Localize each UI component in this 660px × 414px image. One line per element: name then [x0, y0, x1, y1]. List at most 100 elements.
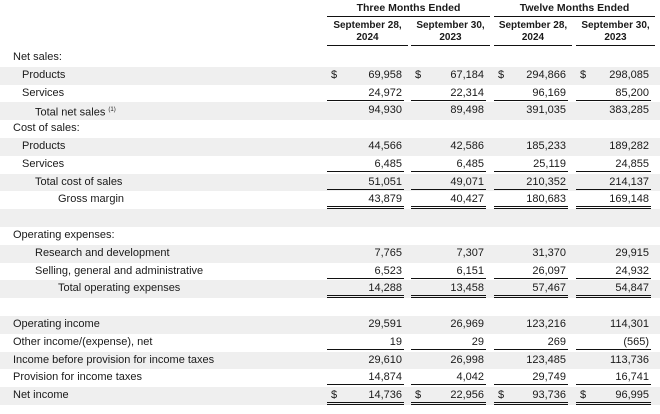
- table-row: Total cost of sales 51,051 49,071 210,352 21…: [0, 173, 660, 192]
- value: 31,370: [532, 246, 566, 259]
- value-cell: $14,736: [327, 387, 404, 406]
- row-label: Net income: [13, 387, 69, 405]
- currency-symbol: $: [498, 68, 505, 81]
- value-cell: 96,169: [494, 85, 568, 101]
- value: 67,184: [450, 68, 484, 81]
- value: 42,586: [450, 140, 484, 152]
- column-header-line1: September 28,: [498, 20, 568, 31]
- value: 113,736: [610, 353, 649, 366]
- value-cell: 51,051: [327, 174, 404, 190]
- row-label: Research and development: [35, 245, 170, 263]
- table-row: Selling, general and administrative 6,523…: [0, 263, 660, 281]
- value: 169,148: [609, 193, 649, 206]
- row-label-text: Total cost of sales: [35, 175, 123, 188]
- column-header-line2: 2023: [439, 32, 462, 43]
- value: 14,736: [368, 389, 402, 402]
- table-row: Provision for income taxes 14,874 4,042 29,…: [0, 369, 660, 387]
- value-cell: 24,855: [576, 156, 651, 172]
- value: 189,282: [609, 140, 649, 152]
- column-header: September 28, 2024: [327, 20, 408, 46]
- value-cell: 29,915: [576, 245, 651, 260]
- value-cell: $67,184: [411, 67, 486, 82]
- value: 22,956: [450, 389, 484, 402]
- value-cell: 210,352: [494, 174, 568, 190]
- value: (565): [623, 335, 649, 348]
- row-label-text: Total operating expenses: [58, 282, 181, 295]
- value-cell: 49,071: [411, 174, 486, 190]
- row-label: Gross margin: [58, 191, 124, 209]
- currency-symbol: $: [498, 389, 505, 402]
- value-cell: 24,932: [576, 263, 651, 279]
- value-cell: 123,485: [494, 352, 568, 367]
- value: 294,866: [526, 68, 566, 81]
- value: 13,458: [450, 282, 484, 295]
- value: 123,485: [526, 353, 566, 366]
- column-header-line2: 2024: [521, 32, 545, 43]
- column-header: September 28, 2024: [494, 20, 572, 46]
- row-label: Operating income: [13, 316, 100, 334]
- table-row: Total operating expenses 14,288 13,458 57,4…: [0, 280, 660, 299]
- row-label-text: Net sales:: [13, 51, 62, 63]
- table-row: Services 6,485 6,485 25,119 24,855: [0, 156, 660, 174]
- value: 89,498: [450, 104, 484, 117]
- value: 24,855: [615, 157, 649, 170]
- group-header-twelve-months: Twelve Months Ended: [494, 2, 655, 17]
- value: 6,523: [374, 264, 402, 277]
- column-header-line1: September 30,: [416, 20, 485, 31]
- value: 6,485: [456, 157, 484, 170]
- table-row: Products $69,958 $67,184 $294,866 $298,085: [0, 66, 660, 85]
- value: 25,119: [533, 157, 566, 170]
- row-label-text: Gross margin: [58, 193, 125, 206]
- currency-symbol: $: [331, 68, 338, 81]
- value: 14,288: [368, 282, 402, 295]
- value: 49,071: [450, 175, 484, 188]
- column-header: September 30, 2023: [411, 20, 490, 46]
- value-cell: 22,314: [411, 85, 486, 101]
- value: 16,741: [615, 371, 649, 384]
- value-cell: $298,085: [576, 67, 651, 82]
- row-label: Cost of sales:: [13, 120, 80, 138]
- value: 26,969: [450, 318, 484, 330]
- value-cell: 85,200: [576, 85, 651, 101]
- value: 29,591: [368, 318, 402, 330]
- value-cell: $93,736: [494, 387, 568, 406]
- value-cell: 19: [327, 334, 404, 350]
- row-label: Products: [22, 67, 65, 85]
- value-cell: 14,288: [327, 280, 404, 299]
- value-cell: 4,042: [411, 369, 486, 386]
- row-label: Total cost of sales: [35, 174, 122, 192]
- value-cell: 29,591: [327, 316, 404, 331]
- value: 298,085: [609, 68, 649, 81]
- value-cell: 6,523: [327, 263, 404, 279]
- row-label: Services: [22, 156, 64, 174]
- table-row: Products 44,566 42,586 185,233 189,282: [0, 138, 660, 156]
- value-cell: 40,427: [411, 191, 486, 210]
- value-cell: 43,879: [327, 191, 404, 210]
- value: 69,958: [368, 68, 402, 81]
- value: 180,683: [526, 193, 566, 206]
- value-cell: 383,285: [576, 102, 651, 117]
- value: 40,427: [450, 193, 484, 206]
- value: 4,042: [456, 371, 484, 384]
- value-cell: 24,972: [327, 85, 404, 101]
- value-cell: 57,467: [494, 280, 568, 299]
- group-header-three-months: Three Months Ended: [327, 2, 490, 17]
- currency-symbol: $: [580, 68, 587, 81]
- value: 210,352: [526, 175, 566, 188]
- value-cell: 114,301: [576, 316, 651, 331]
- value-cell: $96,995: [576, 387, 651, 406]
- row-label-text: Research and development: [35, 246, 170, 259]
- value-cell: 29,749: [494, 369, 568, 386]
- table-row: Net sales:: [0, 49, 660, 67]
- row-label-text: Services: [22, 157, 65, 170]
- value: 96,169: [532, 86, 566, 99]
- value-cell: 185,233: [494, 138, 568, 153]
- row-label-text: Income before provision for income taxes: [13, 353, 215, 366]
- value: 57,467: [532, 282, 566, 295]
- value-cell: 6,485: [411, 156, 486, 172]
- row-label-text: Net income: [13, 389, 69, 402]
- table-row: Services 24,972 22,314 96,169 85,200: [0, 85, 660, 103]
- row-label: Total net sales (1): [35, 102, 116, 122]
- value-cell: 7,307: [411, 245, 486, 260]
- value-cell: 94,930: [327, 102, 404, 117]
